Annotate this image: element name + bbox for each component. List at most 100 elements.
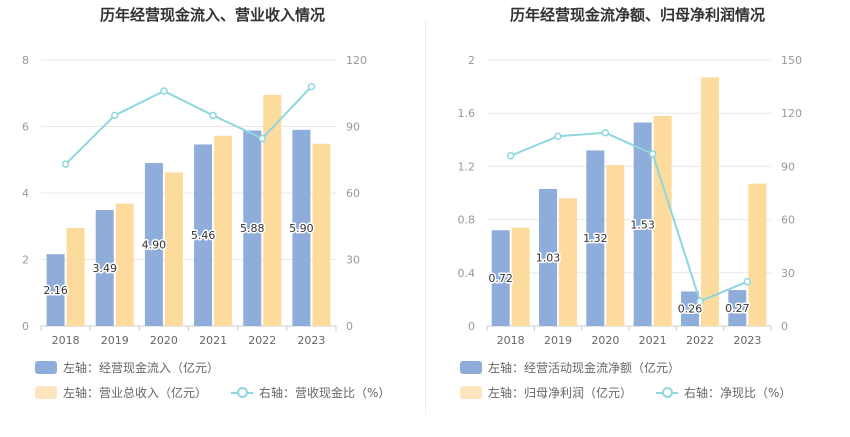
legend-label: 左轴：经营活动现金流净额（亿元） <box>488 361 681 375</box>
y-left-tick-label: 1.2 <box>458 160 476 173</box>
y-left-tick-label: 2 <box>22 254 29 267</box>
bar-secondary <box>214 135 233 326</box>
panel-divider <box>425 20 426 415</box>
data-label: 1.32 <box>583 232 608 245</box>
bar-secondary <box>66 227 85 326</box>
bar-primary <box>491 230 510 326</box>
data-label: 5.46 <box>191 229 216 242</box>
bar-secondary <box>263 94 282 326</box>
x-tick-label: 2023 <box>733 334 761 347</box>
legend-item-bar-1[interactable]: 左轴：经营活动现金流净额（亿元） <box>460 359 680 376</box>
x-tick-label: 2021 <box>199 334 227 347</box>
y-left-tick-label: 2 <box>468 54 475 67</box>
chart-panel-right: 历年经营现金流净额、归母净利润情况 0 0.4 0.8 1.2 1.6 2 0 30 60 90 1… <box>425 0 850 437</box>
bar-primary <box>728 290 747 326</box>
legend-swatch-bar-2 <box>35 386 57 399</box>
x-tick-label: 2022 <box>248 334 276 347</box>
line-point <box>601 128 610 137</box>
data-label: 0.72 <box>488 272 513 285</box>
line-point <box>209 111 217 120</box>
y-left-tick-label: 0 <box>22 320 29 333</box>
line-series <box>510 131 748 303</box>
bar-primary <box>586 150 605 326</box>
legend-label: 右轴：净现比（%） <box>684 386 792 400</box>
x-tick-label: 2022 <box>686 334 714 347</box>
bar-secondary <box>511 227 530 326</box>
bar-secondary <box>559 198 577 326</box>
line-point <box>160 87 168 95</box>
bar-primary <box>243 130 262 326</box>
legend-swatch-line-icon <box>231 386 254 399</box>
chart-title: 历年经营现金流净额、归母净利润情况 <box>509 6 765 24</box>
legend-item-bar-1[interactable]: 左轴：经营现金流入（亿元） <box>35 359 219 376</box>
line-point <box>61 160 70 168</box>
data-label: 5.88 <box>240 222 265 235</box>
line-point <box>258 134 266 143</box>
legend-label: 右轴：营收现金比（%） <box>259 386 391 400</box>
y-right-tick-label: 0 <box>346 320 353 333</box>
legend-swatch-line-icon <box>656 386 679 399</box>
y-right-tick-label: 90 <box>781 160 795 173</box>
y-left-tick-label: 0.8 <box>458 214 476 227</box>
bar-primary <box>681 291 699 326</box>
y-right-tick-label: 120 <box>781 107 802 120</box>
chart-panel-left: 历年经营现金流入、营业收入情况 0 2 4 6 8 0 30 60 90 120 2018 2019 2… <box>22 6 390 401</box>
chart-left: 0 2 4 6 8 0 30 60 90 120 2018 2019 2020 2021 2022 2023 2… <box>22 54 367 347</box>
bar-secondary <box>164 172 183 326</box>
x-tick-label: 2019 <box>101 334 129 347</box>
y-left-tick-label: 4 <box>22 187 29 200</box>
x-tick-label: 2023 <box>297 334 325 347</box>
bar-secondary <box>115 203 134 326</box>
bar-secondary <box>701 77 719 326</box>
line-point <box>307 82 316 91</box>
y-left-tick-label: 1.6 <box>458 107 476 120</box>
y-right-tick-label: 60 <box>346 187 360 200</box>
bar-secondary <box>653 115 672 326</box>
legend-swatch-bar-2 <box>460 386 482 399</box>
data-label: 0.27 <box>725 302 750 315</box>
y-left-tick-label: 6 <box>22 121 29 134</box>
chart-title: 历年经营现金流入、营业收入情况 <box>99 6 325 24</box>
line-series <box>64 85 313 165</box>
bar-primary <box>292 129 311 326</box>
bar-primary <box>194 144 213 326</box>
y-right-tick-label: 0 <box>781 320 788 333</box>
legend-label: 左轴：经营现金流入（亿元） <box>63 361 220 375</box>
data-label: 4.90 <box>142 239 167 252</box>
bar-secondary <box>312 143 331 326</box>
line-point <box>743 277 752 286</box>
x-tick-label: 2019 <box>544 334 572 347</box>
y-right-tick-label: 30 <box>781 267 795 280</box>
y-right-tick-label: 60 <box>781 214 795 227</box>
bar-primary <box>95 209 114 326</box>
x-tick-label: 2020 <box>591 334 619 347</box>
bar-primary <box>144 163 163 326</box>
x-tick-label: 2018 <box>52 334 80 347</box>
y-right-tick-label: 150 <box>781 54 802 67</box>
y-right-tick-label: 30 <box>346 254 360 267</box>
x-tick-label: 2018 <box>497 334 525 347</box>
y-left-tick-label: 8 <box>22 54 29 67</box>
legend-item-line[interactable]: 右轴：净现比（%） <box>656 384 791 401</box>
legend-swatch-bar-1 <box>35 361 57 374</box>
x-tick-label: 2021 <box>639 334 667 347</box>
legend-swatch-bar-1 <box>460 361 482 374</box>
bar-primary <box>46 254 65 326</box>
data-label: 3.49 <box>93 262 118 275</box>
line-point <box>506 152 515 160</box>
data-label: 0.26 <box>678 303 703 316</box>
y-right-tick-label: 90 <box>346 121 360 134</box>
line-point <box>554 132 562 141</box>
bar-primary <box>633 122 652 326</box>
bar-primary <box>539 189 557 326</box>
data-label: 1.03 <box>536 252 561 265</box>
legend-item-line[interactable]: 右轴：营收现金比（%） <box>231 384 390 401</box>
legend-item-bar-2[interactable]: 左轴：归母净利润（亿元） <box>460 384 632 401</box>
data-label: 2.16 <box>43 284 68 297</box>
y-left-tick-label: 0.4 <box>458 267 476 280</box>
legend-label: 左轴：归母净利润（亿元） <box>488 386 633 400</box>
line-point <box>696 297 704 305</box>
bar-secondary <box>748 183 767 326</box>
legend-item-bar-2[interactable]: 左轴：营业总收入（亿元） <box>35 384 207 401</box>
line-point <box>111 111 119 120</box>
